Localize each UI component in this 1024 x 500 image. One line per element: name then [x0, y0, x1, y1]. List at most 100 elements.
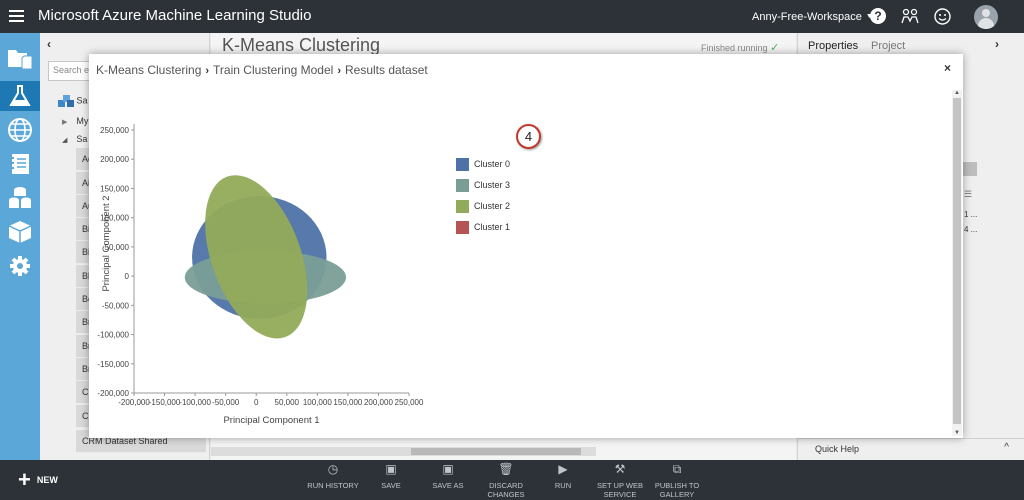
settings-gear-icon[interactable]	[7, 253, 33, 279]
tree-node-label: Sa	[76, 95, 88, 106]
projects-icon[interactable]	[7, 45, 33, 71]
legend-swatch	[456, 200, 469, 213]
gallery-icon: ⧉	[672, 462, 682, 476]
x-tick-label: -100,000	[179, 398, 211, 407]
x-tick-label: 100,000	[303, 398, 332, 407]
publish-to-gallery-label: PUBLISH TO GALLERY	[654, 481, 700, 499]
x-axis-label: Principal Component 1	[223, 415, 319, 426]
save-as-icon: ▣	[442, 462, 454, 476]
legend-label: Cluster 2	[474, 201, 511, 211]
cluster-chart: 250,000200,000150,000100,00050,0000-50,0…	[97, 124, 424, 426]
x-tick-label: 250,000	[395, 398, 424, 407]
list-icon[interactable]: ☰	[964, 189, 973, 199]
web-services-icon[interactable]	[7, 117, 33, 143]
legend-label: Cluster 0	[474, 159, 511, 169]
save-icon: ▣	[385, 462, 397, 476]
run-status-label: Finished running	[701, 43, 768, 53]
x-tick-label: 200,000	[364, 398, 393, 407]
y-tick-label: 200,000	[100, 155, 129, 164]
clock-icon: ◷	[327, 462, 339, 476]
checkmark-icon: ✓	[770, 42, 780, 54]
notebooks-icon[interactable]	[7, 151, 33, 177]
save-as-button[interactable]: ▣ SAVE AS	[416, 462, 480, 490]
tab-properties[interactable]: Properties	[808, 40, 859, 52]
feedback-smiley-icon[interactable]	[934, 8, 951, 25]
quick-help-bar[interactable]: Quick Help ^	[798, 438, 1024, 460]
caret-down-icon: ▼	[866, 13, 873, 20]
y-tick-label: 0	[125, 272, 130, 281]
legend-label: Cluster 1	[474, 222, 511, 232]
chevron-right-icon: ›	[205, 65, 210, 77]
publish-to-gallery-button[interactable]: ⧉ PUBLISH TO GALLERY	[645, 462, 709, 499]
run-history-button[interactable]: ◷ RUN HISTORY	[301, 462, 365, 490]
experiments-icon[interactable]	[0, 81, 40, 111]
save-button[interactable]: ▣ SAVE	[359, 462, 423, 490]
scroll-thumb[interactable]	[953, 98, 961, 424]
run-status: Finished running ✓	[701, 41, 779, 54]
breadcrumb-output: Results dataset	[345, 63, 428, 77]
tab-project[interactable]: Project	[871, 40, 906, 52]
experiment-title: K-Means Clustering	[222, 35, 381, 55]
discard-changes-button[interactable]: 🗑 DISCARD CHANGES	[474, 462, 538, 499]
workspace-name: Anny-Free-Workspace	[752, 11, 862, 23]
x-tick-label: 0	[254, 398, 259, 407]
scroll-up-icon[interactable]: ▲	[954, 90, 960, 96]
left-nav	[0, 33, 40, 460]
breadcrumb-module[interactable]: Train Clustering Model	[213, 63, 334, 77]
x-tick-label: -200,000	[118, 398, 150, 407]
plus-icon: +	[18, 467, 31, 492]
set-up-web-service-button[interactable]: ⚒ SET UP WEB SERVICE	[588, 462, 652, 499]
top-bar: Microsoft Azure Machine Learning Studio …	[0, 0, 1024, 33]
cluster-cluster-2	[205, 175, 308, 339]
x-tick-label: -150,000	[149, 398, 181, 407]
web-service-icon: ⚒	[614, 462, 626, 476]
help-icon[interactable]: ?	[870, 8, 886, 24]
y-tick-label: -200,000	[97, 389, 129, 398]
set-up-web-service-label: SET UP WEB SERVICE	[597, 481, 643, 499]
collapse-palette-icon[interactable]: ‹	[47, 37, 51, 51]
tree-node-label: My	[76, 116, 89, 126]
x-tick-label: -50,000	[212, 398, 240, 407]
run-button[interactable]: ▶ RUN	[531, 462, 595, 490]
x-tick-label: 150,000	[333, 398, 362, 407]
property-block	[963, 162, 977, 176]
y-tick-label: 250,000	[100, 126, 129, 135]
chevron-up-icon[interactable]: ^	[1004, 442, 1009, 453]
legend-swatch	[456, 221, 469, 234]
y-tick-label: -150,000	[97, 360, 129, 369]
y-axis-label: Principal Component 2	[101, 195, 112, 291]
new-button[interactable]: + NEW	[18, 467, 58, 492]
tree-node-samples[interactable]: ◢ Sa	[62, 134, 88, 144]
legend-swatch	[456, 158, 469, 171]
tree-node-root[interactable]: Sa	[58, 94, 88, 108]
tree-node-my[interactable]: ▶ My	[62, 116, 89, 126]
y-tick-label: 100,000	[100, 214, 129, 223]
x-tick-label: 50,000	[275, 398, 300, 407]
trained-models-icon[interactable]	[7, 219, 33, 245]
save-as-label: SAVE AS	[432, 481, 464, 490]
user-avatar[interactable]	[974, 5, 998, 29]
canvas-scrollbar[interactable]	[211, 447, 596, 456]
discard-changes-label: DISCARD CHANGES	[487, 481, 525, 499]
hamburger-menu-icon[interactable]	[9, 10, 24, 22]
collapse-properties-icon[interactable]: ›	[995, 37, 999, 51]
y-tick-label: 150,000	[100, 184, 129, 193]
breadcrumb-experiment[interactable]: K-Means Clustering	[96, 63, 202, 77]
close-icon[interactable]: ×	[944, 61, 952, 75]
scroll-down-icon[interactable]: ▼	[954, 430, 960, 436]
legend-label: Cluster 3	[474, 180, 511, 190]
trash-icon: 🗑	[498, 462, 514, 476]
play-icon: ▶	[558, 462, 568, 476]
results-dialog: K-Means Clustering › Train Clustering Mode…	[89, 54, 963, 438]
dialog-scrollbar[interactable]: ▲ ▼	[952, 90, 962, 436]
y-tick-label: -50,000	[102, 301, 130, 310]
community-icon[interactable]	[901, 8, 919, 24]
save-label: SAVE	[381, 481, 401, 490]
property-value: 1 ...	[964, 210, 978, 219]
run-label: RUN	[554, 481, 572, 490]
y-tick-label: -100,000	[97, 331, 129, 340]
workspace-selector[interactable]: Anny-Free-Workspace ▼	[752, 11, 873, 23]
datasets-icon[interactable]	[7, 185, 33, 211]
breadcrumb: K-Means Clustering › Train Clustering Mode…	[96, 63, 428, 77]
step-badge: 4	[516, 124, 541, 149]
